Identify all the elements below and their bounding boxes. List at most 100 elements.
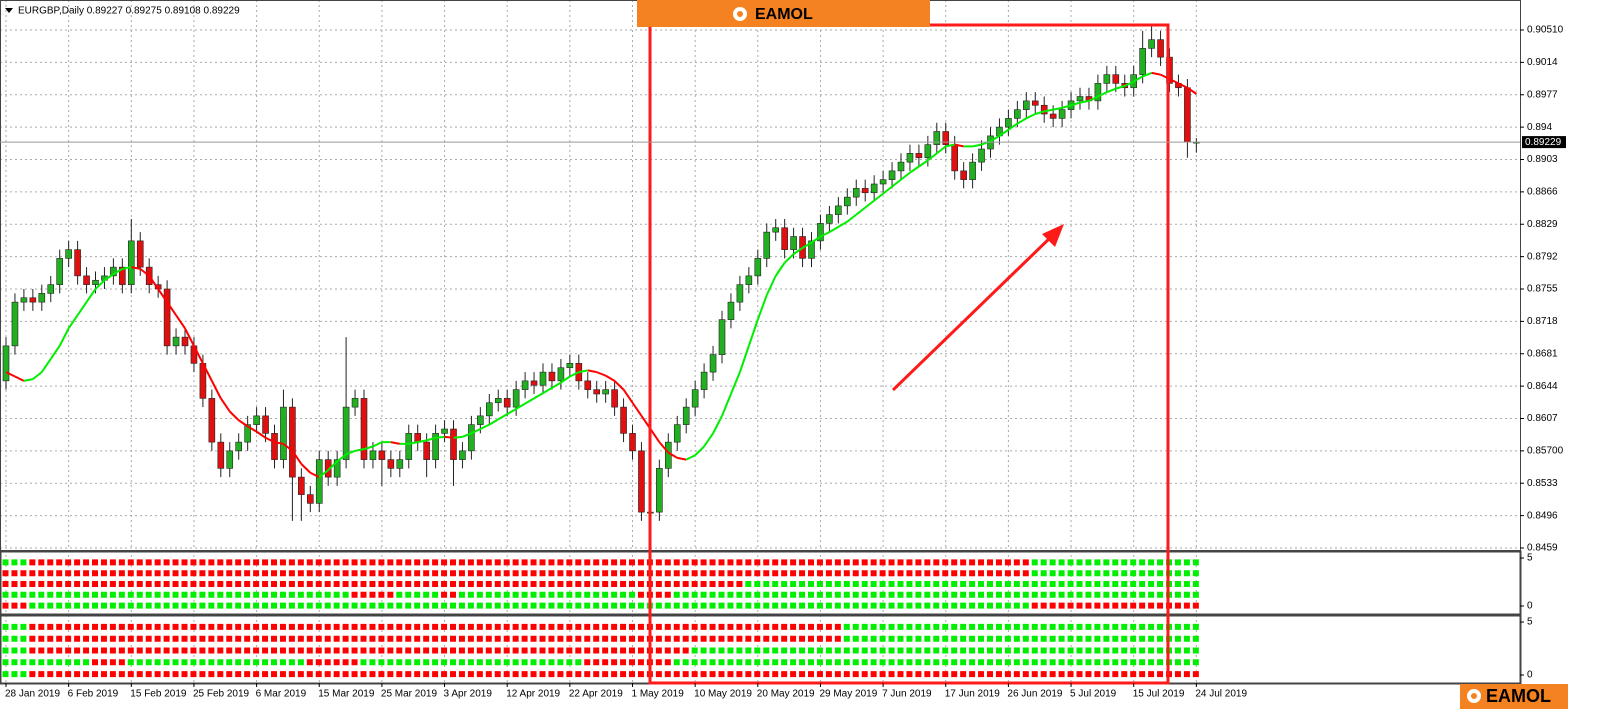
x-tick-label: 1 May 2019 [632,689,685,700]
y-tick-label: 0.8866 [1527,187,1558,198]
candle-body [11,301,19,347]
menu-triangle[interactable] [5,8,13,13]
candle-body [1184,87,1191,143]
candle-body [262,415,269,434]
ma-segment [426,436,436,442]
ma-segment [677,456,687,461]
ma-segment [998,128,1009,137]
ma-segment [1061,104,1072,109]
ma-segment [1034,110,1045,115]
chart-title: EURGBP,Daily 0.89227 0.89275 0.89108 0.8… [18,6,240,17]
candle-body [727,301,735,320]
ma-segment [954,143,964,148]
ma-segment [274,441,284,445]
ma-segment [1044,108,1054,113]
ma-segment [112,268,123,275]
candle-body [2,345,10,382]
ma-segment [103,273,114,282]
ma-segment [265,436,275,444]
candle-body [530,380,538,386]
ma-segment [1052,106,1063,111]
ma-segment [909,165,920,174]
ma-segment [738,345,750,373]
ma-segment [175,314,186,329]
candle-body [333,459,341,478]
ma-segment [202,362,213,382]
ma-segment [453,435,463,439]
x-tick-label: 22 Apr 2019 [569,689,623,700]
ma-segment [219,397,231,413]
ma-segment [613,380,625,391]
y-tick-label: 0.8607 [1527,413,1558,424]
ma-segment [444,435,454,439]
candle-body [503,398,511,408]
plot [2,26,1202,678]
candle-body [602,389,609,395]
ma-segment [730,371,741,395]
candle-body [978,148,985,163]
candle-body [861,188,869,194]
ma-segment [1079,99,1090,104]
ma-segment [184,327,195,347]
ma-segment [148,275,159,290]
candle-body [942,131,950,145]
logo-text: EAMOL [1486,686,1551,706]
candle-body [74,249,81,277]
candle-body [92,279,99,285]
candle-body [351,398,359,408]
x-tick-label: 15 Feb 2019 [130,689,187,700]
ma-segment [747,319,759,347]
candle-body [136,240,144,268]
candle-body [709,354,717,373]
ma-segment [462,432,472,438]
candle-body [253,415,260,425]
x-tick-label: 17 Jun 2019 [945,689,1000,700]
candle-body [673,424,681,443]
panel-tick-label: 0 [1527,601,1533,612]
ma-segment [533,392,544,400]
y-tick-label: 0.8459 [1527,543,1558,554]
ma-segment [793,247,804,255]
ma-segment [703,432,714,448]
ma-segment [67,314,79,329]
candle-body [879,179,887,185]
logo-banner [637,0,930,27]
ma-segment [1186,86,1197,95]
ma-segment [873,192,884,202]
ma-segment [139,268,150,277]
candle-body [1103,74,1111,84]
ma-segment [1133,75,1144,83]
candle-body [817,223,824,242]
candle-body [181,336,189,347]
ma-segment [515,402,526,410]
candle-body [119,266,126,285]
x-tick-label: 7 Jun 2019 [882,689,932,700]
ma-segment [1142,71,1152,78]
ma-segment [1070,101,1081,107]
candle-body [539,371,547,386]
ma-segment [1178,82,1188,89]
candle-body [843,196,851,207]
ma-segment [524,397,535,405]
x-tick-label: 20 May 2019 [757,689,815,700]
ma-segment [667,451,678,459]
ma-segment [828,226,839,233]
candle-body [629,433,636,452]
candle-body [1022,100,1030,110]
candle-body [405,433,413,460]
ma-segment [300,463,311,474]
candle-body [396,459,404,469]
ma-segment [820,231,830,238]
y-tick-label: 0.8718 [1527,316,1558,327]
candle-body [736,284,744,303]
candle-body [557,367,565,382]
candle-body [745,275,753,285]
ma-segment [810,235,822,244]
x-tick-label: 3 Apr 2019 [444,689,493,700]
candle-body [315,459,323,504]
ma-segment [470,428,481,435]
candle-body [835,205,842,215]
candle-body [808,240,815,259]
candle-body [432,433,439,460]
